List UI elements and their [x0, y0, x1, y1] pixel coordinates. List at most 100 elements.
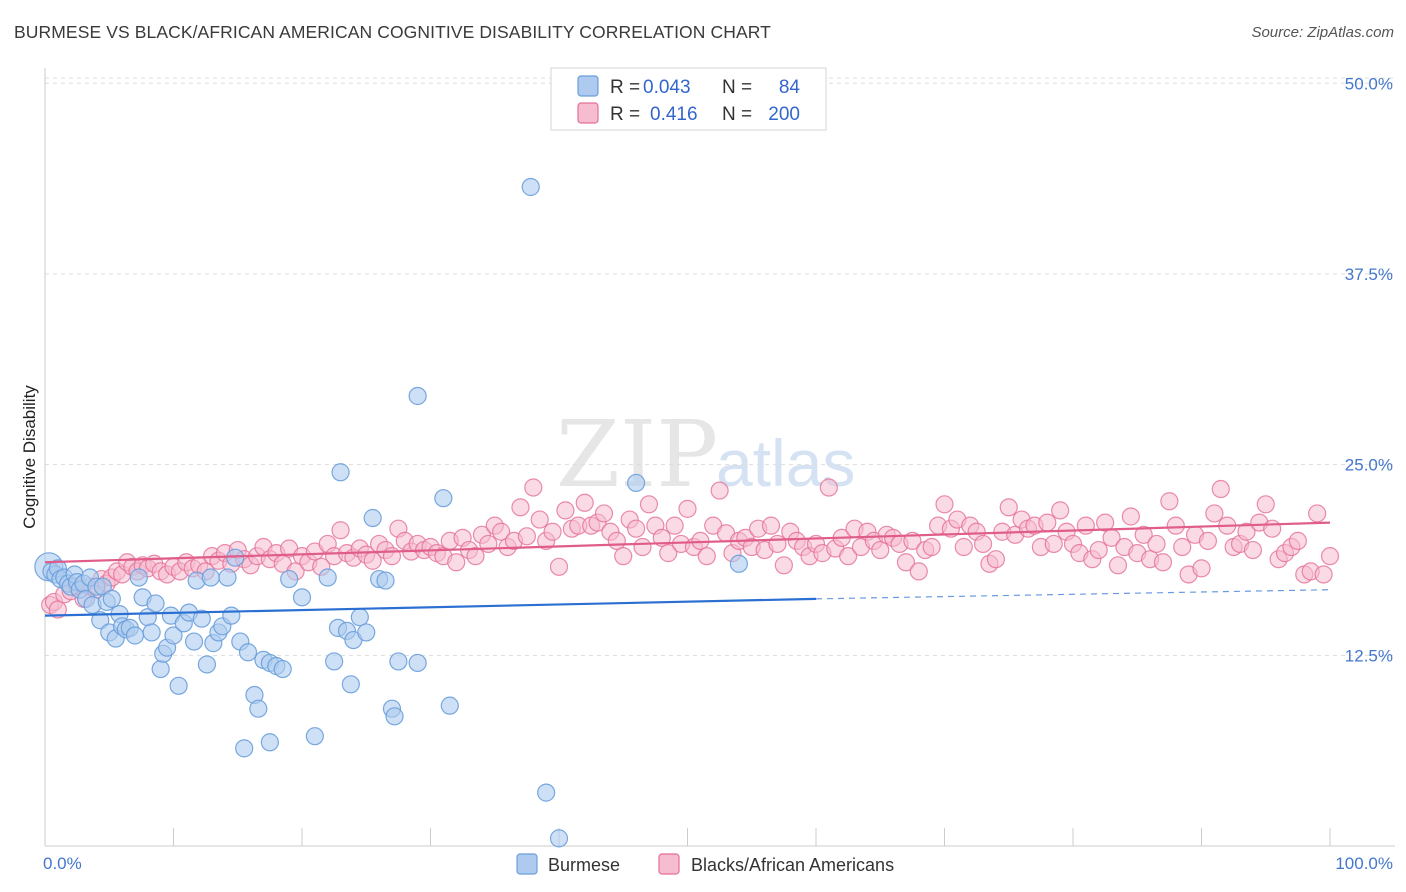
- point-burmese-27: [129, 568, 148, 587]
- point-burmese-40: [184, 632, 204, 651]
- point-blacks-69: [466, 547, 485, 566]
- point-blacks-140: [922, 537, 941, 557]
- x-tick-label-1: 100.0%: [1335, 854, 1393, 873]
- point-burmese-73: [363, 508, 382, 528]
- chart-source: Source: ZipAtlas.com: [1251, 24, 1394, 41]
- bottom-legend: Burmese Blacks/African Americans: [516, 853, 894, 875]
- point-burmese-63: [305, 727, 324, 746]
- point-burmese-69: [341, 675, 360, 694]
- point-burmese-53: [238, 643, 258, 662]
- point-blacks-92: [614, 547, 633, 566]
- bottom-legend-swatch-blacks: [658, 853, 680, 875]
- point-blacks-182: [1192, 559, 1211, 578]
- point-blacks-192: [1256, 495, 1275, 514]
- point-burmese-62: [292, 588, 312, 607]
- point-burmese-16: [91, 611, 110, 630]
- bottom-legend-swatch-burmese: [516, 853, 538, 875]
- point-blacks-96: [639, 495, 659, 514]
- point-blacks-202: [1320, 547, 1340, 566]
- legend-n-label-blacks: N =: [722, 104, 752, 125]
- point-blacks-164: [1076, 516, 1095, 535]
- point-burmese-72: [357, 623, 376, 642]
- point-burmese-75: [376, 571, 395, 590]
- point-burmese-84: [537, 783, 556, 802]
- point-burmese-49: [222, 606, 241, 625]
- point-blacks-160: [1051, 501, 1070, 520]
- point-burmese-42: [192, 609, 211, 628]
- x-tick-label-0: 0.0%: [43, 854, 82, 873]
- point-burmese-78: [389, 652, 408, 671]
- trend-lines: [44, 521, 1331, 617]
- trend-line-blacks: [44, 521, 1331, 564]
- point-burmese-79: [408, 653, 427, 673]
- y-tick-label-1: 25.0%: [1345, 456, 1393, 475]
- point-blacks-56: [382, 547, 402, 566]
- point-blacks-115: [761, 516, 781, 535]
- point-burmese-71: [350, 608, 369, 627]
- point-blacks-82: [549, 557, 569, 576]
- point-blacks-193: [1263, 519, 1282, 538]
- point-burmese-50: [226, 548, 245, 567]
- point-blacks-152: [999, 498, 1018, 517]
- point-burmese-55: [249, 699, 268, 718]
- point-blacks-77: [517, 527, 536, 546]
- point-blacks-81: [543, 522, 562, 541]
- y-axis-title: Cognitive Disability: [20, 385, 39, 529]
- point-blacks-117: [774, 556, 793, 575]
- legend: R = 0.043 N = 84 R = 0.416 N = 200: [550, 67, 827, 131]
- point-burmese-58: [260, 733, 279, 752]
- point-burmese-87: [729, 554, 749, 573]
- legend-r-label-burmese: R =: [610, 77, 640, 98]
- point-burmese-32: [151, 659, 170, 679]
- point-blacks-95: [633, 537, 652, 557]
- legend-r-label-blacks: R =: [610, 104, 640, 125]
- point-blacks-116: [768, 534, 787, 554]
- point-blacks-48: [331, 521, 350, 540]
- tick-labels: 12.5% 25.0% 37.5% 50.0% 0.0% 100.0%: [43, 74, 1393, 873]
- point-blacks-73: [492, 522, 511, 541]
- point-burmese-43: [197, 655, 217, 674]
- point-blacks-142: [935, 495, 954, 514]
- point-blacks-179: [1173, 537, 1192, 557]
- point-blacks-148: [973, 534, 993, 554]
- point-blacks-107: [710, 481, 729, 500]
- point-blacks-138: [909, 562, 928, 581]
- point-blacks-200: [1308, 504, 1327, 523]
- point-burmese-67: [331, 463, 350, 482]
- point-burmese-26: [125, 626, 145, 645]
- point-blacks-177: [1160, 492, 1179, 511]
- point-burmese-44: [201, 568, 220, 587]
- point-blacks-78: [524, 478, 543, 497]
- trend-line-burmese: [44, 597, 817, 617]
- legend-n-value-blacks: 200: [768, 104, 800, 125]
- point-blacks-99: [659, 544, 678, 563]
- point-blacks-2: [48, 600, 67, 619]
- point-blacks-105: [697, 547, 716, 566]
- point-burmese-60: [273, 659, 292, 679]
- point-blacks-86: [575, 493, 594, 512]
- axes: [44, 68, 1395, 847]
- point-blacks-66: [447, 553, 466, 572]
- point-blacks-190: [1243, 540, 1263, 560]
- point-burmese-85: [549, 829, 569, 848]
- bottom-legend-label-burmese: Burmese: [548, 855, 620, 875]
- point-blacks-167: [1096, 513, 1115, 532]
- point-burmese-77: [385, 707, 404, 726]
- point-burmese-37: [169, 676, 188, 695]
- series-burmese: [34, 177, 749, 848]
- point-burmese-48: [218, 568, 237, 587]
- point-burmese-30: [142, 623, 161, 642]
- point-blacks-201: [1314, 565, 1333, 584]
- point-blacks-136: [896, 553, 916, 572]
- point-blacks-132: [871, 540, 890, 560]
- point-burmese-20: [102, 589, 121, 608]
- point-blacks-159: [1044, 534, 1063, 554]
- point-blacks-145: [954, 537, 973, 557]
- point-blacks-197: [1288, 531, 1307, 551]
- point-burmese-61: [280, 569, 299, 589]
- legend-r-value-blacks: 0.416: [650, 104, 698, 125]
- y-tick-label-2: 37.5%: [1345, 265, 1393, 284]
- point-blacks-127: [839, 547, 858, 566]
- watermark: ZIP atlas: [556, 401, 855, 508]
